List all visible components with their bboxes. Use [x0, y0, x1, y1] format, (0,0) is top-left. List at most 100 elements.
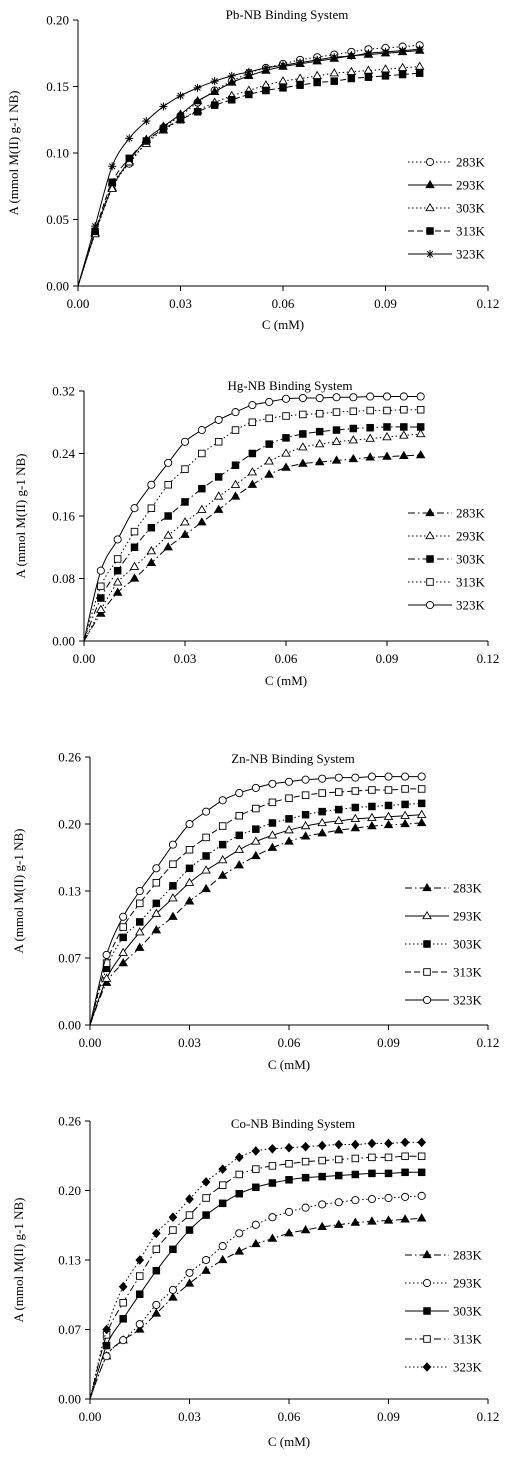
legend-label: 293K — [453, 909, 483, 924]
legend-entry: 293K — [408, 529, 486, 544]
data-point — [119, 1299, 127, 1307]
data-point — [417, 1137, 427, 1148]
x-tick-label: 0.03 — [178, 1035, 201, 1050]
x-tick-label: 0.03 — [178, 1409, 201, 1424]
data-point — [213, 504, 224, 513]
data-point — [252, 1165, 260, 1173]
x-tick-label: 0.06 — [272, 296, 295, 311]
data-point — [134, 927, 145, 936]
legend-marker — [425, 202, 435, 212]
x-tick-label: 0.09 — [377, 1409, 400, 1424]
data-point — [332, 408, 341, 416]
chart-panel: Zn-NB Binding System 0.00 0.07 0.13 0.20 0.26… — [11, 750, 499, 1073]
data-point — [397, 62, 408, 72]
data-point — [202, 833, 210, 842]
x-tick-label: 0.12 — [477, 296, 500, 311]
data-point — [382, 431, 392, 441]
data-point — [119, 1336, 128, 1345]
legend-label: 323K — [456, 598, 486, 613]
legend-marker — [426, 555, 434, 563]
legend-entry: 313K — [408, 575, 486, 590]
data-point — [102, 950, 111, 959]
chart-panel: Pb-NB Binding System 0.00 0.05 0.10 0.15 0.20… — [6, 7, 499, 332]
series-293K — [89, 1191, 426, 1400]
data-point — [347, 74, 356, 83]
x-axis-label: C (mM) — [268, 1434, 310, 1449]
data-point — [401, 1152, 409, 1161]
data-point — [218, 822, 227, 830]
data-point — [401, 1192, 410, 1201]
data-point — [332, 393, 341, 402]
legend-marker — [422, 1278, 432, 1288]
data-point — [234, 844, 245, 853]
data-point — [384, 1169, 393, 1178]
legend-label: 323K — [456, 247, 486, 262]
data-point — [97, 582, 105, 591]
data-point — [400, 423, 408, 431]
data-point — [152, 1266, 161, 1275]
data-point — [285, 815, 293, 823]
data-point — [366, 392, 375, 401]
data-point — [235, 1189, 243, 1198]
legend-marker — [425, 179, 435, 189]
data-point — [235, 1229, 244, 1238]
data-point — [333, 1219, 344, 1228]
data-point — [295, 73, 305, 82]
data-point — [214, 415, 223, 424]
data-point — [230, 491, 241, 500]
data-point — [367, 812, 377, 821]
y-tick-label: 0.05 — [46, 212, 69, 227]
y-tick-label: 0.07 — [58, 951, 81, 966]
data-point — [176, 115, 185, 124]
data-point — [197, 426, 206, 435]
data-point — [180, 529, 190, 538]
series-303K — [89, 1168, 426, 1400]
data-point — [119, 1315, 127, 1323]
series-323K — [89, 772, 426, 1026]
data-point — [230, 479, 241, 488]
data-point — [281, 448, 291, 457]
data-point — [301, 810, 310, 819]
data-point — [367, 1216, 377, 1225]
data-point — [364, 73, 373, 81]
data-point — [130, 504, 139, 513]
data-point — [334, 773, 343, 782]
data-point — [147, 504, 156, 512]
legend-label: 283K — [456, 506, 486, 521]
data-point — [168, 840, 177, 849]
data-point — [152, 879, 161, 887]
data-point — [401, 1168, 409, 1177]
data-point — [281, 394, 291, 403]
data-point — [382, 451, 392, 460]
data-point — [300, 1224, 311, 1234]
data-point — [351, 803, 360, 812]
data-point — [301, 1141, 310, 1152]
legend-label: 293K — [456, 529, 486, 544]
data-point — [334, 1139, 344, 1150]
data-point — [398, 46, 407, 55]
data-point — [284, 836, 294, 845]
series-283K — [89, 817, 427, 1026]
data-point — [113, 566, 122, 575]
legend-label: 283K — [456, 155, 486, 170]
y-axis-label: A (mmol M(II) g-1 NB) — [11, 1198, 26, 1323]
x-tick-label: 0.12 — [477, 1409, 500, 1424]
data-point — [245, 90, 253, 99]
data-point — [382, 392, 392, 401]
data-point — [383, 819, 394, 829]
series-283K — [83, 449, 426, 642]
y-tick-label: 0.08 — [52, 571, 75, 586]
data-point — [159, 125, 168, 133]
data-point — [235, 789, 244, 798]
data-point — [97, 594, 105, 602]
data-point — [185, 864, 194, 873]
data-point — [417, 785, 426, 793]
legend-marker — [426, 227, 434, 235]
data-point — [351, 1196, 360, 1205]
data-point — [169, 882, 177, 890]
data-point — [285, 1160, 293, 1168]
legend-marker — [422, 1249, 432, 1259]
legend-entry: 313K — [405, 1332, 483, 1347]
data-point — [163, 530, 173, 539]
data-point — [416, 1213, 427, 1222]
